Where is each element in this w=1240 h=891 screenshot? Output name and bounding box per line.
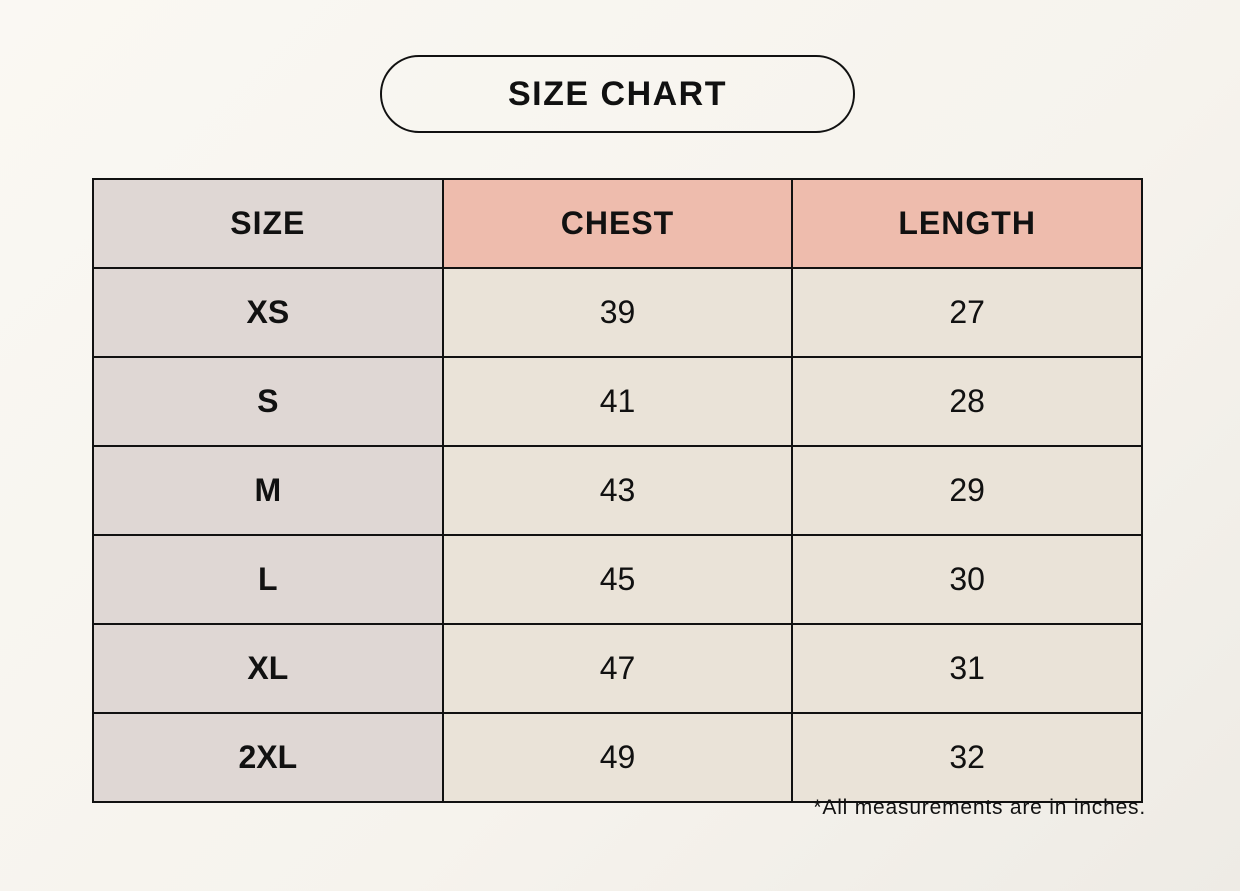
chest-cell: 49 [441, 712, 794, 803]
size-chart-title: SIZE CHART [380, 55, 855, 133]
header-size: SIZE [92, 178, 444, 269]
table-row: M 43 29 [92, 445, 1143, 536]
table-row: L 45 30 [92, 534, 1143, 625]
chest-cell: 47 [441, 623, 794, 714]
header-length: LENGTH [791, 178, 1143, 269]
chest-cell: 39 [441, 267, 794, 358]
chest-cell: 45 [441, 534, 794, 625]
header-row: SIZE CHEST LENGTH [92, 178, 1143, 269]
length-cell: 28 [791, 356, 1143, 447]
table-row: XL 47 31 [92, 623, 1143, 714]
length-cell: 29 [791, 445, 1143, 536]
size-table: SIZE CHEST LENGTH XS 39 27 S 41 28 M 43 29 L 45 30 X… [92, 178, 1143, 803]
size-cell: L [92, 534, 444, 625]
size-cell: XL [92, 623, 444, 714]
measurement-note: *All measurements are in inches. [813, 796, 1146, 819]
length-cell: 27 [791, 267, 1143, 358]
table-row: S 41 28 [92, 356, 1143, 447]
length-cell: 31 [791, 623, 1143, 714]
length-cell: 30 [791, 534, 1143, 625]
chest-cell: 43 [441, 445, 794, 536]
size-cell: 2XL [92, 712, 444, 803]
size-cell: M [92, 445, 444, 536]
header-chest: CHEST [441, 178, 794, 269]
table-row: XS 39 27 [92, 267, 1143, 358]
size-cell: S [92, 356, 444, 447]
chest-cell: 41 [441, 356, 794, 447]
table-row: 2XL 49 32 [92, 712, 1143, 803]
size-cell: XS [92, 267, 444, 358]
length-cell: 32 [791, 712, 1143, 803]
